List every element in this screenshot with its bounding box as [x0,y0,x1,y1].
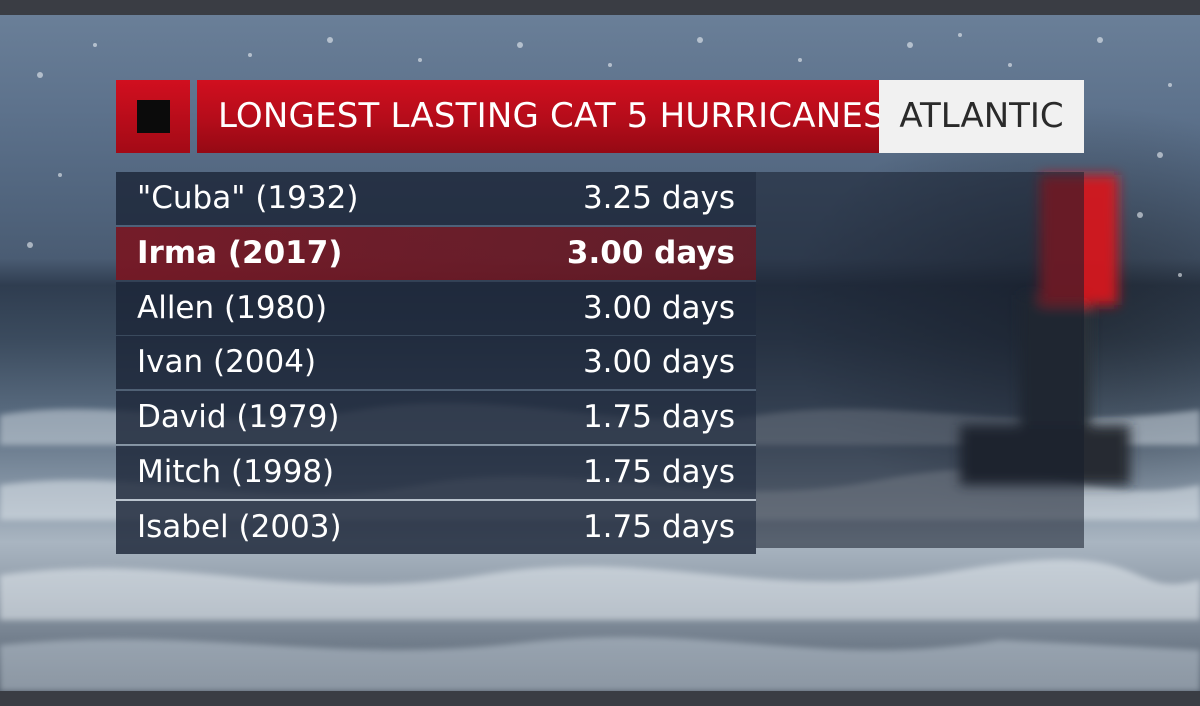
table-row: Irma (2017) 3.00 days [116,226,756,280]
hurricane-name: Isabel (2003) [137,508,342,545]
table-row: Allen (1980) 3.00 days [116,281,756,335]
hurricane-name: "Cuba" (1932) [137,180,359,216]
header-logo-box [116,80,190,153]
duration-value: 3.00 days [566,234,735,271]
black-square-icon [137,100,170,133]
table-panel-extension [756,172,1084,548]
hurricane-name: David (1979) [137,399,340,436]
table-row: Mitch (1998) 1.75 days [116,446,756,500]
duration-value: 1.75 days [582,454,735,491]
graphic-title: LONGEST LASTING CAT 5 HURRICANES [197,80,885,153]
table-row: Isabel (2003) 1.75 days [116,500,756,554]
hurricane-name: Ivan (2004) [137,344,317,381]
broadcast-graphic: LONGEST LASTING CAT 5 HURRICANES ATLANTI… [0,15,1200,691]
table-row: David (1979) 1.75 days [116,391,756,445]
duration-value: 3.00 days [582,289,735,326]
hurricane-name: Allen (1980) [137,289,328,326]
duration-value: 1.75 days [582,508,735,545]
hurricane-name: Irma (2017) [137,234,343,271]
duration-value: 3.25 days [582,180,735,216]
region-tag: ATLANTIC [879,80,1084,153]
duration-value: 3.00 days [582,344,735,381]
hurricane-table: "Cuba" (1932) 3.25 days Irma (2017) 3.00 da… [116,172,756,556]
duration-value: 1.75 days [582,399,735,436]
table-row: "Cuba" (1932) 3.25 days [116,172,756,225]
table-row: Ivan (2004) 3.00 days [116,336,756,390]
hurricane-name: Mitch (1998) [137,454,335,491]
